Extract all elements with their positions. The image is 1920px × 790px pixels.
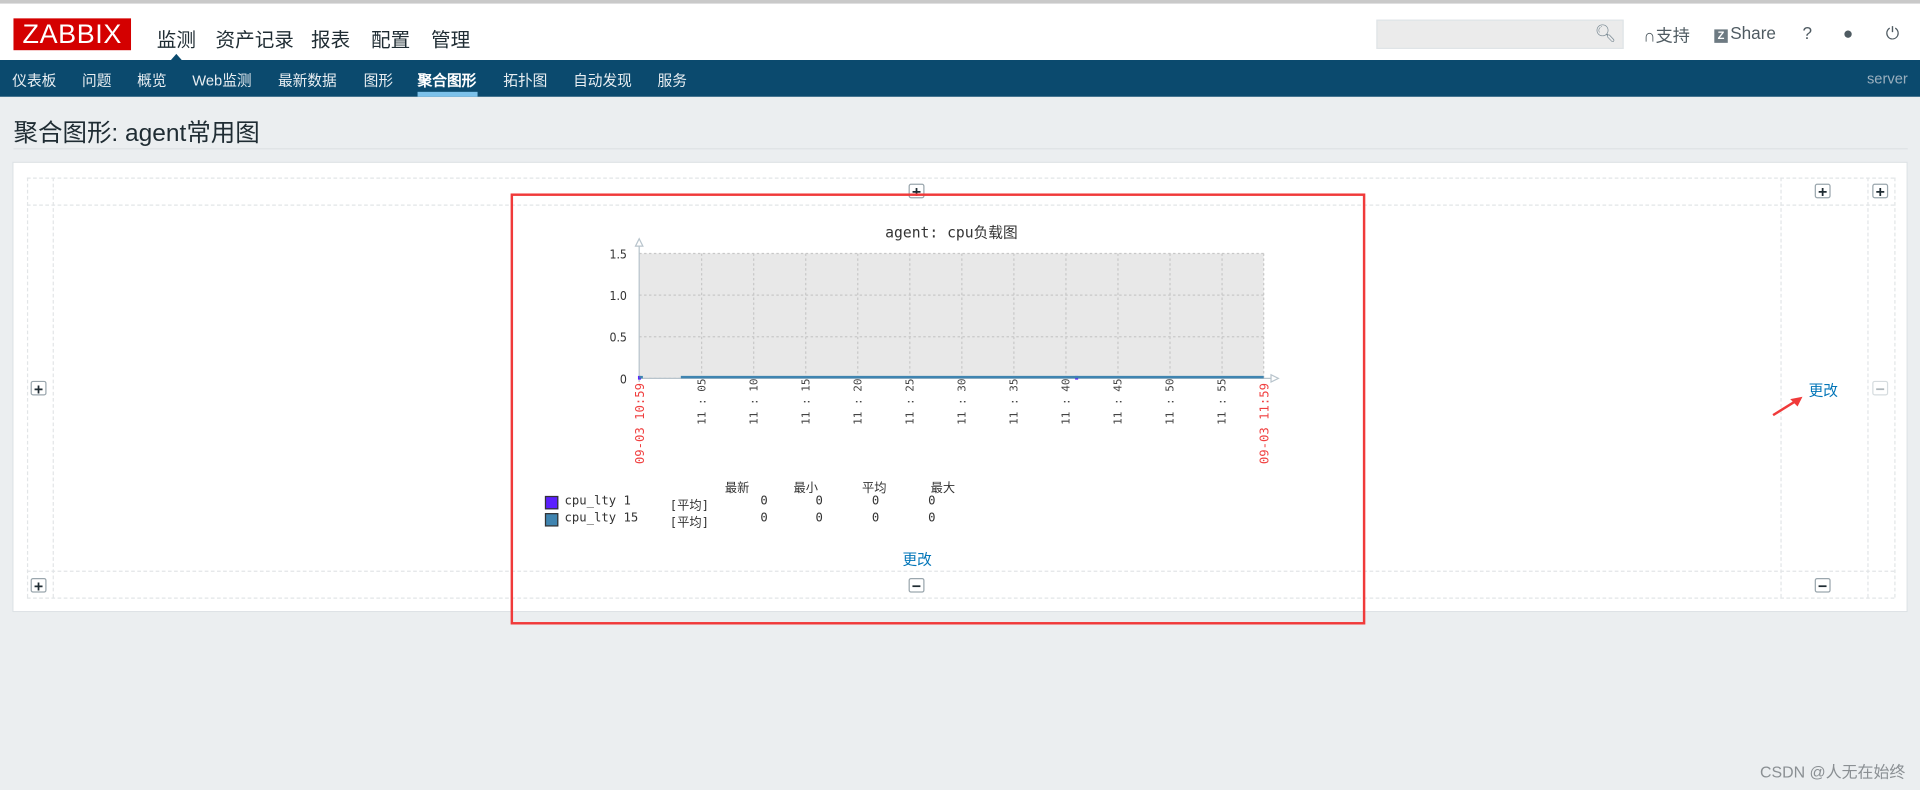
nav-discovery[interactable]: 自动发现 [573,72,632,90]
x-edge-label: 09-03 10:59 [633,383,647,464]
x-edge-label: 09-03 11:59 [1258,383,1272,464]
y-tick-label: 1.0 [609,289,627,303]
top-border [0,0,1920,4]
page-title: 聚合图形: agent常用图 [13,120,260,147]
menu-inventory[interactable]: 资产记录 [215,30,294,52]
legend-avg: 0 [871,511,880,526]
x-tick-label: 11 : 20 [851,378,864,424]
legend-last: 0 [760,494,768,509]
x-tick-label: 11 : 05 [695,378,708,424]
legend-min: 0 [815,511,823,526]
x-tick-label: 11 : 45 [1112,378,1125,424]
x-tick-label: 11 : 10 [747,378,760,424]
support-label: 支持 [1655,25,1690,46]
legend-header-avg: 平均 [862,482,887,496]
legend-header-last: 最新 [724,482,750,496]
menu-reports[interactable]: 报表 [311,30,351,52]
legend-series-name: cpu_lty 1 [564,494,631,509]
nav-graphs[interactable]: 图形 [363,72,394,90]
grid-line [26,177,29,598]
grid-line [26,570,1895,572]
grid-line [1867,177,1869,598]
chart-title: agent: cpu负载图 [885,225,1018,242]
legend-max: 0 [928,511,936,526]
change-link-right[interactable]: 更改 [1808,382,1838,400]
legend-last: 0 [760,511,768,526]
change-link[interactable]: 更改 [902,551,932,569]
share-link[interactable]: Z Share [1714,23,1776,43]
active-tab-indicator [417,91,478,97]
header: ZABBIX 监测 资产记录 报表 配置 管理 🔍︎ ∩支持 Z Share ? … [0,3,1920,64]
nav-latest-data[interactable]: 最新数据 [277,72,337,90]
sub-navigation: 仪表板 问题 概览 Web监测 最新数据 图形 聚合图形 拓扑图 自动发现 服务… [0,60,1920,97]
remove-row-button: − [1872,381,1889,397]
x-tick-label: 11 : 30 [956,378,969,424]
share-label: Share [1730,23,1776,43]
power-icon[interactable]: ⏻ [1885,23,1900,43]
nav-dashboard[interactable]: 仪表板 [12,72,57,90]
add-column-end-button[interactable]: + [1872,183,1889,200]
grid-line [26,597,1895,599]
nav-maps[interactable]: 拓扑图 [503,72,548,90]
watermark: CSDN @人无在始终 [1760,762,1906,782]
legend-swatch [544,513,559,527]
grid-line [26,204,1895,206]
nav-overview[interactable]: 概览 [137,72,167,90]
x-tick-label: 11 : 55 [1216,378,1229,424]
x-axis-arrow-icon [1270,373,1280,384]
remove-column-button[interactable]: − [908,577,925,594]
y-tick-label: 0 [620,372,627,386]
remove-column-right-button[interactable]: − [1814,577,1831,594]
y-tick-label: 0.5 [609,331,627,345]
menu-configuration[interactable]: 配置 [371,30,411,52]
legend-swatch [544,495,559,510]
help-icon[interactable]: ? [1802,23,1813,43]
grid-line [52,177,54,598]
annotation-arrow-icon [1772,396,1803,417]
legend-header-min: 最小 [793,482,818,496]
user-icon[interactable]: ● [1842,23,1854,43]
add-row-button[interactable]: + [30,381,47,397]
legend-func: [平均] [669,499,710,514]
nav-web[interactable]: Web监测 [192,72,252,90]
y-axis-arrow-icon [634,237,644,247]
y-tick-label: 1.5 [609,247,627,261]
legend-series-name: cpu_lty 15 [564,511,639,526]
cpu-load-graph: agent: cpu负载图 1.5 1.0 0.5 0 11 : 05 11 : 10 11 … [609,225,1280,464]
legend-max: 0 [928,494,936,509]
legend-avg: 0 [871,494,880,509]
zabbix-share-icon: Z [1714,29,1728,43]
menu-administration[interactable]: 管理 [431,30,471,52]
add-row-above-button[interactable]: + [908,183,925,200]
zabbix-logo[interactable]: ZABBIX [13,18,132,51]
legend-row: cpu_lty 15 [平均] 0 0 0 0 [544,511,948,531]
divider [13,148,1908,150]
legend-func: [平均] [669,516,710,531]
search-icon[interactable]: 🔍︎ [1594,23,1617,43]
active-menu-caret [167,53,185,64]
x-tick-label: 11 : 35 [1008,378,1021,424]
x-tick-label: 11 : 25 [903,378,916,424]
search-input[interactable]: 🔍︎ [1376,19,1624,49]
grid-line [1894,177,1896,598]
add-column-button[interactable]: + [1814,183,1831,200]
nav-screens[interactable]: 聚合图形 [417,72,477,90]
headset-icon: ∩ [1643,25,1656,46]
nav-services[interactable]: 服务 [657,72,687,90]
x-tick-label: 11 : 40 [1060,378,1073,424]
add-row-end-button[interactable]: + [30,577,47,594]
x-tick-label: 11 : 50 [1164,378,1177,424]
support-link[interactable]: ∩支持 [1643,23,1690,47]
legend-min: 0 [815,494,823,509]
legend-row: cpu_lty 1 [平均] 0 0 0 0 [544,494,948,514]
plot-area [639,253,1264,379]
grid-line [1780,177,1782,598]
screen-panel [12,161,1908,613]
nav-problems[interactable]: 问题 [82,72,112,90]
server-name: server [1866,69,1908,87]
legend-header-max: 最大 [930,482,956,496]
x-tick-label: 11 : 15 [799,378,812,424]
menu-monitoring[interactable]: 监测 [156,30,196,52]
grid-line [26,177,1895,179]
